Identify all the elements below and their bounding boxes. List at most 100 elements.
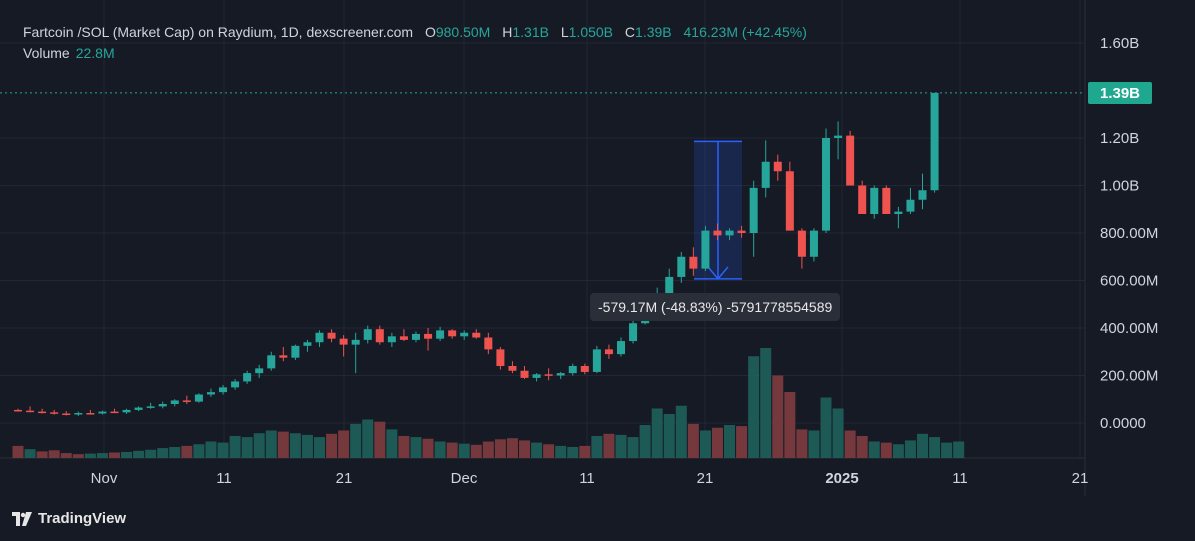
candle-body (134, 407, 143, 410)
candle-body (170, 400, 179, 404)
candle-body (291, 345, 300, 358)
y-tick-label: 1.00B (1100, 178, 1139, 195)
volume-bar (748, 356, 760, 458)
candle-body (110, 411, 119, 414)
volume-bar (386, 429, 398, 458)
volume-bar (96, 453, 108, 458)
candle-body (303, 342, 312, 346)
volume-bar (265, 430, 277, 458)
candle-body (737, 230, 746, 233)
candle-body (86, 413, 95, 415)
candle-body (918, 190, 927, 200)
volume-bar (157, 448, 169, 458)
candle-body (894, 211, 903, 214)
volume-bar (410, 437, 422, 458)
volume-bar (784, 392, 796, 458)
candle-body (785, 171, 794, 231)
candle-body (50, 412, 59, 414)
candle-body (544, 374, 553, 376)
legend-low-label: L (560, 24, 569, 40)
tradingview-logo[interactable]: TradingView (12, 510, 126, 527)
x-tick-label: 11 (579, 470, 595, 487)
volume-bar (543, 444, 555, 458)
candle-body (580, 366, 589, 372)
volume-bar (24, 449, 36, 458)
candle-body (629, 323, 638, 342)
candle-body (146, 406, 155, 408)
volume-bar (663, 414, 675, 458)
candle-body (858, 185, 867, 214)
volume-value: 22.8M (75, 45, 115, 61)
candle-body (749, 187, 758, 233)
volume-bar (494, 439, 506, 458)
volume-bar (458, 443, 470, 458)
candle-body (339, 338, 348, 345)
candle-body (411, 333, 420, 340)
volume-bar (121, 451, 133, 458)
candle-body (822, 138, 831, 231)
price-axis: 1.60B 1.20B 1.00B 800.00M 600.00M 400.00M 200.… (1100, 35, 1158, 432)
y-tick-label: 1.60B (1100, 35, 1139, 52)
candle-body (930, 92, 939, 191)
volume-bar (133, 450, 145, 458)
legend-high: 1.31B (512, 24, 549, 40)
candle-body (267, 355, 276, 369)
candle-body (713, 230, 722, 236)
volume-bar (796, 429, 808, 458)
y-tick-label: 800.00M (1100, 225, 1158, 242)
volume-bar (567, 447, 579, 458)
y-tick-label: 400.00M (1100, 320, 1158, 337)
measure-label: -579.17M (-48.83%) -5791778554589 (590, 293, 841, 321)
volume-bar (338, 430, 350, 458)
legend-high-label: H (502, 24, 513, 40)
candle-body (460, 332, 469, 337)
legend-open-label: O (424, 24, 436, 40)
candlesticks (14, 92, 939, 416)
volume-label: Volume (23, 45, 70, 61)
volume-bar (917, 433, 928, 458)
volume-bar (217, 442, 229, 458)
legend-close: 1.39B (635, 24, 672, 40)
volume-bar (12, 445, 24, 458)
candle-body (315, 332, 324, 343)
candle-body (761, 161, 770, 188)
volume-bar (820, 397, 832, 458)
candle-body (14, 409, 22, 412)
volume-bar (880, 442, 892, 458)
candle-body (194, 394, 203, 402)
volume-bar (760, 348, 772, 458)
volume-bar (844, 430, 856, 458)
candle-body (797, 230, 806, 257)
candle-body (231, 381, 240, 388)
chart-background (0, 0, 1195, 496)
candle-body (701, 230, 710, 269)
volume-bar (736, 426, 748, 458)
volume-bar (301, 434, 313, 458)
volume-bar (941, 442, 953, 458)
volume-bar (772, 375, 784, 458)
volume-bar (289, 433, 301, 458)
volume-bar (531, 442, 543, 458)
candle-body (436, 330, 445, 339)
candle-body (243, 373, 252, 382)
measure-tool (694, 140, 742, 281)
volume-bar (591, 436, 603, 458)
volume-bar (277, 431, 289, 458)
candle-body (158, 404, 167, 407)
volume-bar (555, 445, 567, 458)
current-price-badge: 1.39B (1088, 82, 1152, 104)
candle-body (255, 368, 264, 374)
candle-body (604, 349, 613, 355)
candle-body (38, 411, 47, 414)
legend-low: 1.050B (568, 24, 614, 40)
volume-bar (699, 430, 711, 458)
volume-bar (808, 430, 820, 458)
volume-bar (627, 437, 639, 458)
volume-bar (929, 437, 941, 458)
candle-body (773, 161, 782, 172)
x-tick-label: 11 (952, 470, 968, 487)
volume-bar (615, 434, 627, 458)
candle-body (98, 411, 107, 414)
x-tick-label: Nov (91, 470, 118, 487)
